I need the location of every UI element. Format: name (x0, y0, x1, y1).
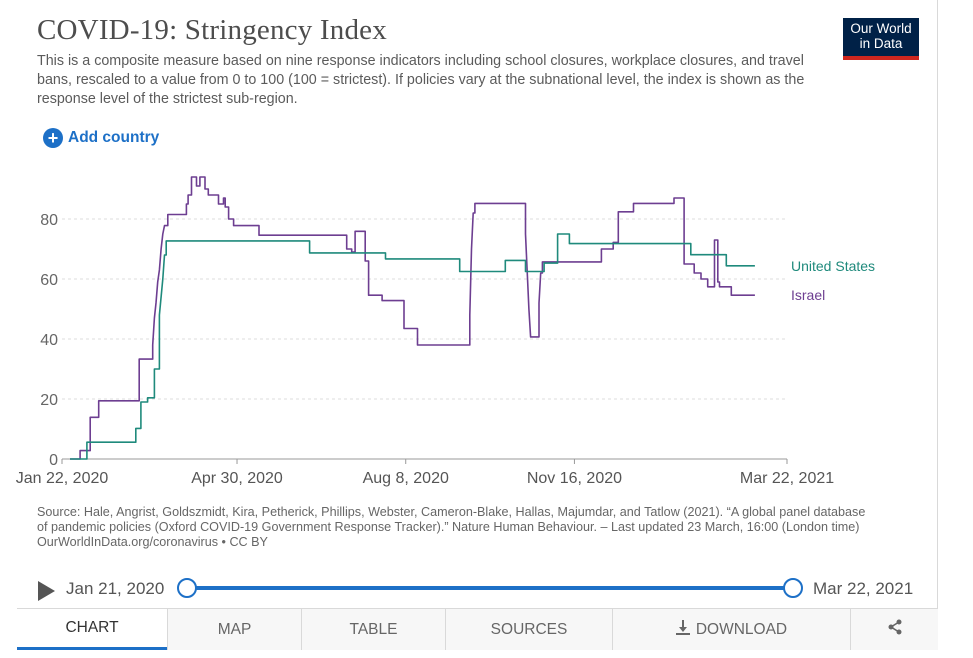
y-tick-label-20: 20 (40, 392, 58, 409)
chart-title: COVID-19: Stringency Index (37, 14, 387, 46)
timeline-end-handle[interactable] (783, 578, 803, 598)
tab-map[interactable]: MAP (167, 609, 301, 650)
timeline-start-handle[interactable] (177, 578, 197, 598)
x-tick-label: Nov 16, 2020 (527, 470, 622, 487)
timeline-track[interactable] (187, 586, 793, 590)
tab-sources-label: SOURCES (490, 620, 568, 638)
timeline-start-date: Jan 21, 2020 (66, 579, 165, 598)
tab-chart[interactable]: CHART (17, 609, 167, 650)
logo-line-1: Our World (850, 21, 912, 36)
series-labels: United States Israel (791, 258, 875, 303)
x-tick-label: Aug 8, 2020 (363, 470, 449, 487)
series-lines (70, 176, 755, 460)
plus-circle-icon: + (43, 128, 63, 148)
x-tick-label: Mar 22, 2021 (740, 470, 834, 487)
tab-table-label: TABLE (349, 620, 398, 638)
y-axis-ticks: 0 20 40 60 80 (40, 212, 58, 469)
timeline-slider: Jan 21, 2020 Mar 22, 2021 (0, 572, 973, 606)
timeline-end-date: Mar 22, 2021 (813, 579, 914, 598)
source-credit[interactable]: OurWorldInData.org/coronavirus • CC BY (37, 535, 268, 549)
logo-line-2: in Data (859, 36, 903, 51)
owid-logo[interactable]: Our World in Data (843, 18, 919, 60)
y-tick-label-0: 0 (49, 452, 58, 469)
y-tick-label-60: 60 (40, 272, 58, 289)
download-icon (675, 619, 690, 640)
play-icon[interactable] (38, 581, 55, 601)
tab-download-label: DOWNLOAD (695, 620, 788, 638)
add-country-button[interactable]: + Add country (43, 128, 159, 148)
x-tick-label: Apr 30, 2020 (191, 470, 283, 487)
stringency-line-chart: 0 20 40 60 80 Jan 22, 2020 Apr 30, 2020 Aug 8,… (16, 176, 875, 487)
y-tick-label-80: 80 (40, 212, 58, 229)
series-label-united-states: United States (791, 258, 875, 274)
series-line-united-states (70, 233, 755, 460)
gridlines (62, 218, 787, 400)
source-note: Source: Hale, Angrist, Goldszmidt, Kira,… (37, 505, 867, 550)
chart-subtitle: This is a composite measure based on nin… (37, 53, 805, 107)
x-tick-label: Jan 22, 2020 (16, 470, 109, 487)
tab-share[interactable] (850, 609, 938, 650)
add-country-label: Add country (68, 129, 160, 146)
series-label-israel: Israel (791, 287, 825, 303)
tab-map-label: MAP (217, 620, 252, 638)
chart-tabs: CHART MAP TABLE SOURCES DOWNLOAD (17, 608, 938, 650)
y-tick-label-40: 40 (40, 332, 58, 349)
source-text: Source: Hale, Angrist, Goldszmidt, Kira,… (37, 505, 866, 534)
tab-table[interactable]: TABLE (301, 609, 445, 650)
tab-download[interactable]: DOWNLOAD (612, 609, 850, 650)
tab-sources[interactable]: SOURCES (445, 609, 612, 650)
series-line-israel (70, 176, 755, 460)
tab-chart-label: CHART (65, 619, 119, 636)
share-icon (887, 619, 903, 640)
x-axis: Jan 22, 2020 Apr 30, 2020 Aug 8, 2020 Nov 1… (16, 458, 834, 487)
